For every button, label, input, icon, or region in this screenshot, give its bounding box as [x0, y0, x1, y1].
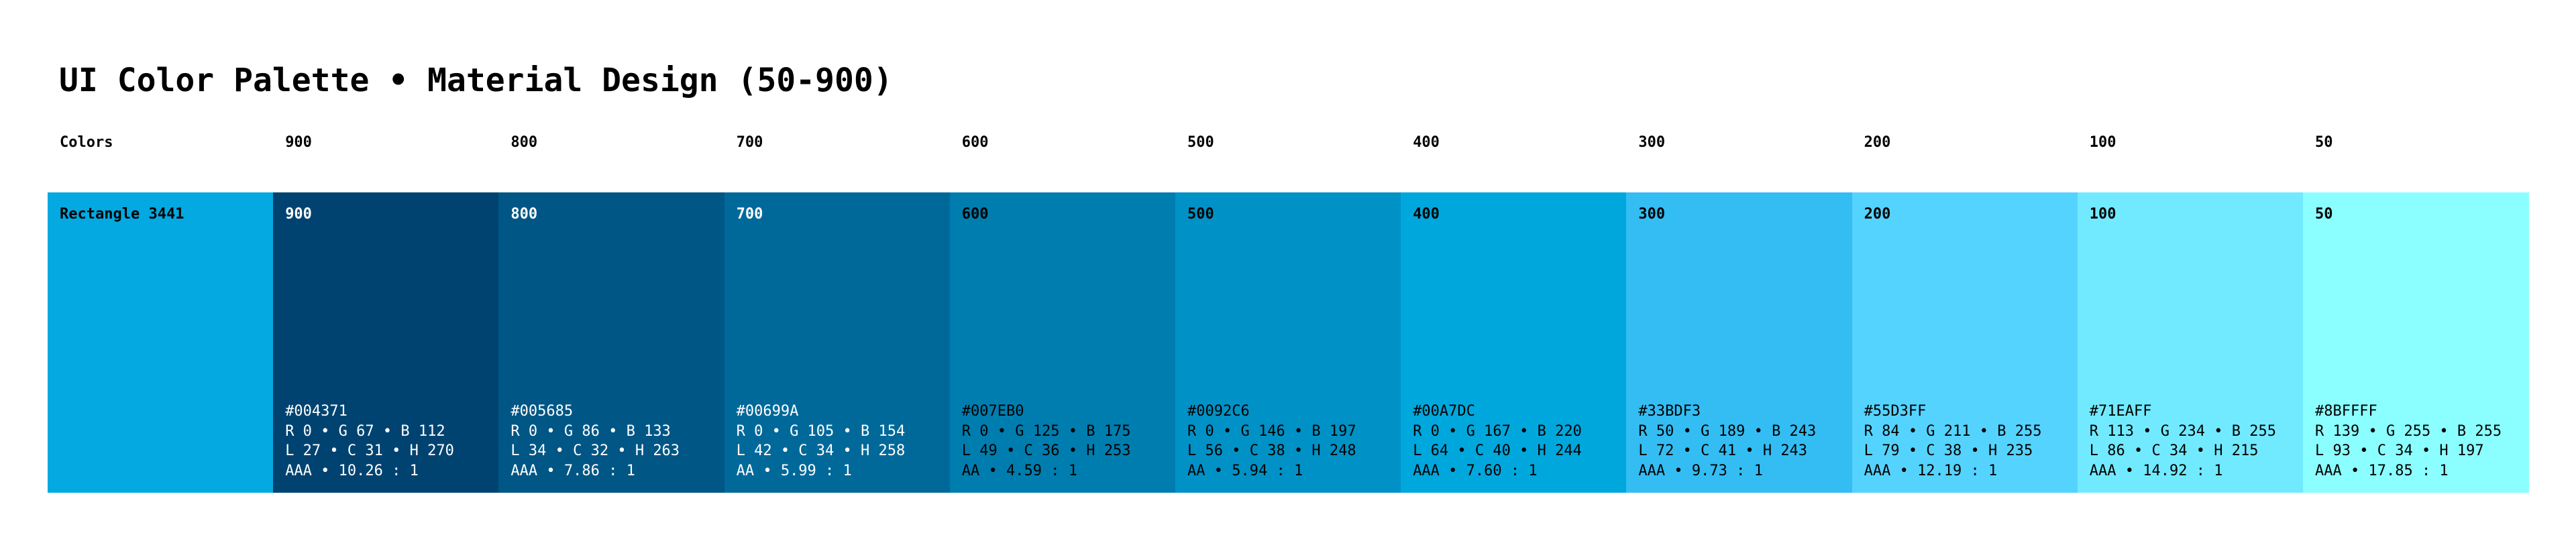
color-info: #55D3FF R 84 • G 211 • B 255 L 79 • C 38 •…: [1864, 402, 2042, 481]
info-hex: #71EAFF: [2089, 403, 2152, 420]
info-hex: #004371: [285, 403, 347, 420]
info-rgb: R 0 • G 167 • B 220: [1413, 422, 1582, 440]
info-lch: L 56 • C 38 • H 248: [1187, 442, 1356, 459]
info-contrast: AAA • 14.92 : 1: [2089, 462, 2223, 479]
shade-label: 300: [1638, 206, 1666, 223]
info-rgb: R 139 • G 255 • B 255: [2315, 422, 2502, 440]
info-lch: L 86 • C 34 • H 215: [2089, 442, 2259, 459]
info-lch: L 79 • C 38 • H 235: [1864, 442, 2033, 459]
shade-label: 900: [285, 206, 312, 223]
color-swatch: 400 #00A7DC R 0 • G 167 • B 220 L 64 • C 40…: [1401, 192, 1627, 493]
info-contrast: AAA • 7.86 : 1: [511, 462, 635, 479]
column-header: 50: [2315, 134, 2333, 151]
info-contrast: AAA • 7.60 : 1: [1413, 462, 1538, 479]
color-swatch: 300 #33BDF3 R 50 • G 189 • B 243 L 72 • C 4…: [1626, 192, 1853, 493]
info-contrast: AAA • 17.85 : 1: [2315, 462, 2449, 479]
info-hex: #8BFFFF: [2315, 403, 2377, 420]
info-lch: L 34 • C 32 • H 263: [511, 442, 680, 459]
info-rgb: R 50 • G 189 • B 243: [1638, 422, 1817, 440]
info-rgb: R 0 • G 86 • B 133: [511, 422, 671, 440]
column-header: 300: [1638, 134, 1666, 151]
color-swatch: 500 #0092C6 R 0 • G 146 • B 197 L 56 • C 38…: [1175, 192, 1402, 493]
info-lch: L 64 • C 40 • H 244: [1413, 442, 1582, 459]
info-contrast: AA • 5.94 : 1: [1187, 462, 1303, 479]
color-info: #004371 R 0 • G 67 • B 112 L 27 • C 31 • H…: [285, 402, 454, 481]
color-info: #33BDF3 R 50 • G 189 • B 243 L 72 • C 41 •…: [1638, 402, 1816, 481]
info-hex: #00699A: [736, 403, 799, 420]
column-header: 900: [285, 134, 312, 151]
info-contrast: AAA • 12.19 : 1: [1864, 462, 1998, 479]
color-info: #0092C6 R 0 • G 146 • B 197 L 56 • C 38 • …: [1187, 402, 1356, 481]
info-contrast: AA • 4.59 : 1: [961, 462, 1077, 479]
info-hex: #0092C6: [1187, 403, 1250, 420]
color-info: #00A7DC R 0 • G 167 • B 220 L 64 • C 40 • …: [1413, 402, 1582, 481]
info-rgb: R 84 • G 211 • B 255: [1864, 422, 2042, 440]
color-info: #71EAFF R 113 • G 234 • B 255 L 86 • C 34 …: [2090, 402, 2276, 481]
color-info: #00699A R 0 • G 105 • B 154 L 42 • C 34 • …: [737, 402, 906, 481]
row-label: Rectangle 3441: [60, 206, 184, 223]
color-swatch: 50 #8BFFFF R 139 • G 255 • B 255 L 93 • C 3…: [2303, 192, 2530, 493]
column-header: 400: [1413, 134, 1440, 151]
column-header: 200: [1864, 134, 1891, 151]
info-contrast: AAA • 9.73 : 1: [1638, 462, 1763, 479]
column-header: 800: [511, 134, 538, 151]
info-rgb: R 0 • G 146 • B 197: [1187, 422, 1356, 440]
info-rgb: R 0 • G 125 • B 175: [961, 422, 1131, 440]
color-swatch: 100 #71EAFF R 113 • G 234 • B 255 L 86 • C …: [2077, 192, 2304, 493]
info-hex: #005685: [511, 403, 574, 420]
info-hex: #55D3FF: [1864, 403, 1927, 420]
shade-label: 500: [1187, 206, 1214, 223]
color-swatch: 800 #005685 R 0 • G 86 • B 133 L 34 • C 32 …: [498, 192, 725, 493]
column-header: 600: [961, 134, 989, 151]
column-header: 500: [1187, 134, 1214, 151]
shade-label: 50: [2315, 206, 2333, 223]
info-hex: #00A7DC: [1413, 403, 1475, 420]
info-hex: #007EB0: [961, 403, 1024, 420]
color-swatch: 600 #007EB0 R 0 • G 125 • B 175 L 49 • C 36…: [949, 192, 1176, 493]
column-header: 700: [736, 134, 763, 151]
info-contrast: AA • 5.99 : 1: [736, 462, 852, 479]
color-info: #005685 R 0 • G 86 • B 133 L 34 • C 32 • H…: [511, 402, 680, 481]
shade-label: 700: [736, 206, 763, 223]
info-lch: L 72 • C 41 • H 243: [1638, 442, 1808, 459]
column-header: Colors: [60, 134, 113, 151]
info-lch: L 42 • C 34 • H 258: [736, 442, 906, 459]
info-rgb: R 0 • G 105 • B 154: [736, 422, 906, 440]
shade-label: 600: [961, 206, 989, 223]
color-info: #8BFFFF R 139 • G 255 • B 255 L 93 • C 34 …: [2315, 402, 2502, 481]
color-info: #007EB0 R 0 • G 125 • B 175 L 49 • C 36 • …: [962, 402, 1131, 481]
color-swatch: 200 #55D3FF R 84 • G 211 • B 255 L 79 • C 3…: [1851, 192, 2078, 493]
info-rgb: R 113 • G 234 • B 255: [2089, 422, 2276, 440]
info-rgb: R 0 • G 67 • B 112: [285, 422, 445, 440]
base-swatch: Rectangle 3441: [48, 192, 274, 493]
info-lch: L 49 • C 36 • H 253: [961, 442, 1131, 459]
info-hex: #33BDF3: [1638, 403, 1701, 420]
info-lch: L 27 • C 31 • H 270: [285, 442, 454, 459]
shade-label: 100: [2089, 206, 2116, 223]
shade-label: 200: [1864, 206, 1891, 223]
shade-label: 400: [1413, 206, 1440, 223]
info-lch: L 93 • C 34 • H 197: [2315, 442, 2484, 459]
column-header: 100: [2089, 134, 2116, 151]
color-swatch: 700 #00699A R 0 • G 105 • B 154 L 42 • C 34…: [724, 192, 951, 493]
page-title: UI Color Palette • Material Design (50-9…: [59, 62, 893, 99]
info-contrast: AAA • 10.26 : 1: [285, 462, 419, 479]
shade-label: 800: [511, 206, 538, 223]
color-swatch: 900 #004371 R 0 • G 67 • B 112 L 27 • C 31 …: [273, 192, 500, 493]
